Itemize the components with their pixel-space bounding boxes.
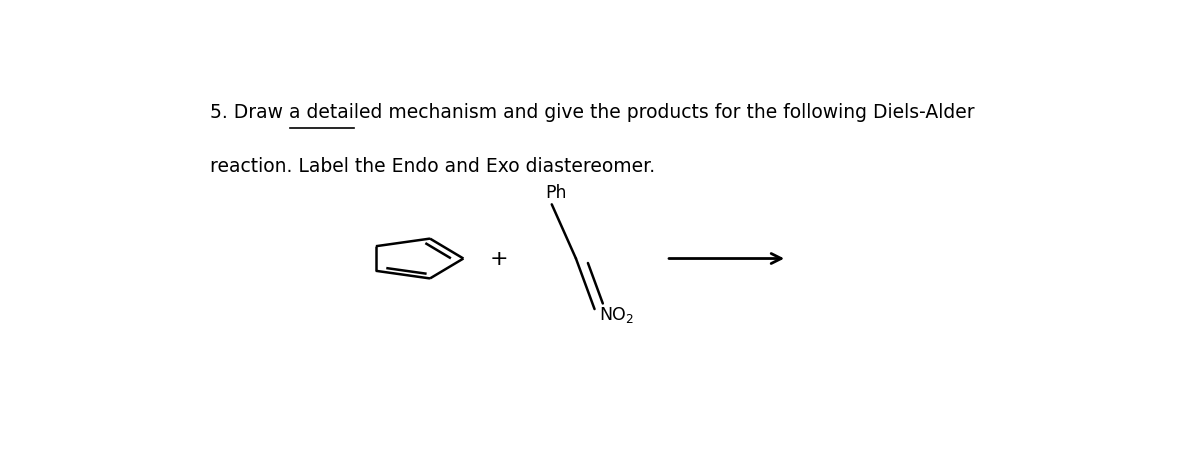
Text: reaction. Label the Endo and Exo diastereomer.: reaction. Label the Endo and Exo diaster… <box>210 158 655 176</box>
Text: +: + <box>490 249 508 269</box>
Text: Ph: Ph <box>545 184 566 203</box>
Text: NO$_2$: NO$_2$ <box>599 305 635 325</box>
Text: 5. Draw a detailed mechanism and give the products for the following Diels-Alder: 5. Draw a detailed mechanism and give th… <box>210 103 976 122</box>
